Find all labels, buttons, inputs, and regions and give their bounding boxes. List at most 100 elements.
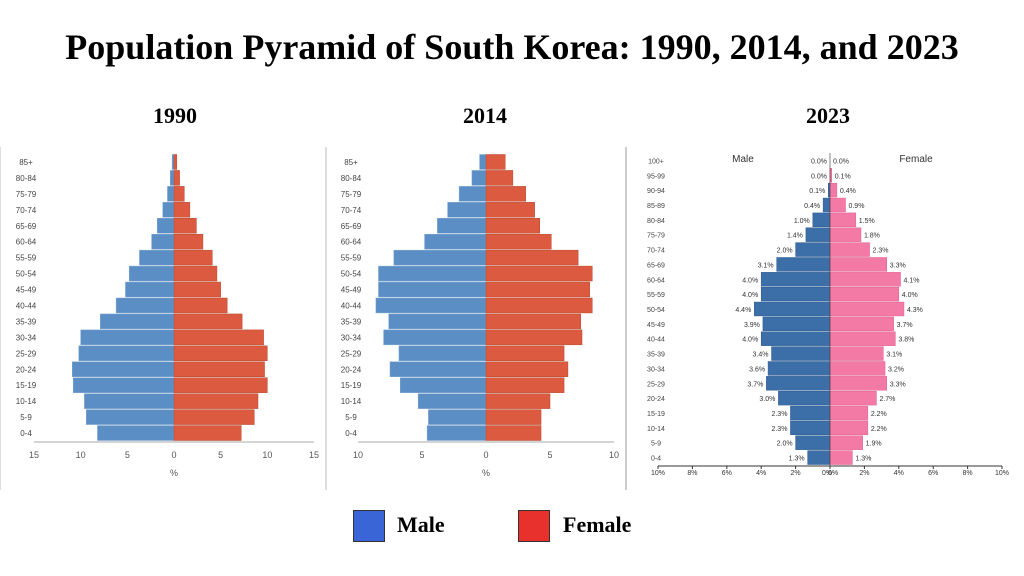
data-label-female: 3.3% (890, 262, 906, 269)
x-tick-label: 5 (218, 450, 223, 460)
x-tick-label: 4% (756, 470, 766, 477)
data-label-female: 3.1% (886, 352, 902, 359)
age-group-label: 65-69 (647, 262, 665, 269)
bar-female (829, 450, 853, 465)
x-tick-label: 0 (171, 450, 176, 460)
bar-male (424, 233, 487, 250)
x-tick-label: 10 (353, 450, 363, 460)
age-group-label: 0-4 (345, 429, 357, 438)
bar-female (829, 182, 838, 198)
data-label-male: 0.4% (804, 203, 820, 210)
data-label-male: 4.0% (742, 292, 758, 299)
age-group-label: 5-9 (345, 413, 357, 422)
age-group-label: 35-39 (647, 352, 665, 359)
age-group-label: 75-79 (647, 233, 665, 240)
data-label-female: 0.1% (835, 173, 851, 180)
bar-female (173, 281, 221, 298)
bar-female (173, 329, 264, 346)
data-label-female: 2.3% (873, 248, 889, 255)
x-tick-label: 15 (29, 450, 39, 460)
bar-male (80, 329, 175, 346)
bar-female (485, 202, 535, 218)
bar-female (173, 170, 180, 186)
age-group-label: 60-64 (341, 238, 362, 247)
bar-female (173, 393, 259, 409)
bar-female (829, 197, 846, 213)
legend-female-swatch (518, 510, 550, 542)
bar-male (84, 393, 175, 409)
age-group-label: 75-79 (341, 190, 362, 199)
data-label-male: 1.4% (787, 233, 803, 240)
bar-female (173, 218, 197, 234)
bar-female (485, 281, 590, 298)
bar-female (829, 435, 863, 450)
data-label-male: 1.0% (794, 218, 810, 225)
bar-female (485, 218, 541, 234)
bar-female (485, 297, 593, 314)
age-group-label: 15-19 (341, 381, 362, 390)
age-group-label: 0-4 (20, 429, 32, 438)
bar-female (173, 425, 242, 441)
age-group-label: 20-24 (341, 365, 362, 374)
data-label-female: 2.2% (871, 426, 887, 433)
age-group-label: 5-9 (651, 441, 661, 448)
data-label-female: 0.9% (848, 203, 864, 210)
bar-female (829, 420, 869, 436)
age-group-label: 100+ (648, 158, 664, 165)
bar-male (72, 361, 175, 377)
bar-female (173, 249, 213, 266)
bar-male (754, 301, 831, 317)
bar-female (485, 249, 579, 266)
bar-male (78, 345, 175, 362)
female-header: Female (899, 154, 933, 165)
data-label-female: 0.4% (840, 188, 856, 195)
data-label-female: 1.8% (864, 233, 880, 240)
bar-female (485, 393, 551, 409)
age-group-label: 70-74 (341, 206, 362, 215)
x-tick-label: 10 (262, 450, 272, 460)
age-group-label: 85+ (344, 158, 358, 167)
age-group-label: 20-24 (16, 365, 37, 374)
data-label-male: 4.0% (742, 277, 758, 284)
bar-male (383, 329, 487, 346)
male-header: Male (732, 154, 754, 165)
data-label-female: 2.7% (879, 396, 895, 403)
bar-male (428, 409, 487, 425)
bar-male (778, 390, 831, 406)
age-group-label: 45-49 (647, 322, 665, 329)
bar-male (805, 227, 831, 242)
age-group-label: 10-14 (16, 397, 37, 406)
age-group-label: 60-64 (647, 277, 665, 284)
age-group-label: 45-49 (16, 286, 37, 295)
bar-male (760, 272, 831, 287)
bar-female (173, 297, 228, 314)
bar-female (173, 345, 268, 362)
x-tick-label: 2% (859, 470, 869, 477)
bar-male (447, 202, 487, 218)
legend-male-swatch (353, 510, 385, 542)
x-tick-label: 6% (928, 470, 938, 477)
x-axis-label: % (170, 468, 178, 478)
bar-male (388, 313, 487, 330)
data-label-male: 0.0% (811, 158, 827, 165)
x-tick-label: 0 (483, 450, 488, 460)
bar-female (485, 154, 506, 170)
age-group-label: 75-79 (16, 190, 37, 199)
bar-female (173, 313, 243, 330)
x-tick-label: 4% (894, 470, 904, 477)
x-tick-label: 0% (828, 470, 838, 477)
x-axis-label: % (482, 468, 490, 478)
data-label-male: 4.4% (735, 307, 751, 314)
age-group-label: 85-89 (647, 203, 665, 210)
bar-female (173, 265, 218, 282)
data-label-male: 3.0% (759, 396, 775, 403)
data-label-male: 3.9% (744, 322, 760, 329)
bar-male (760, 286, 831, 302)
data-label-male: 0.1% (809, 188, 825, 195)
age-group-label: 40-44 (341, 301, 362, 310)
data-label-male: 2.3% (771, 411, 787, 418)
bar-male (790, 405, 831, 421)
bar-male (760, 331, 831, 346)
age-group-label: 30-34 (647, 366, 665, 373)
bar-male (151, 233, 175, 250)
